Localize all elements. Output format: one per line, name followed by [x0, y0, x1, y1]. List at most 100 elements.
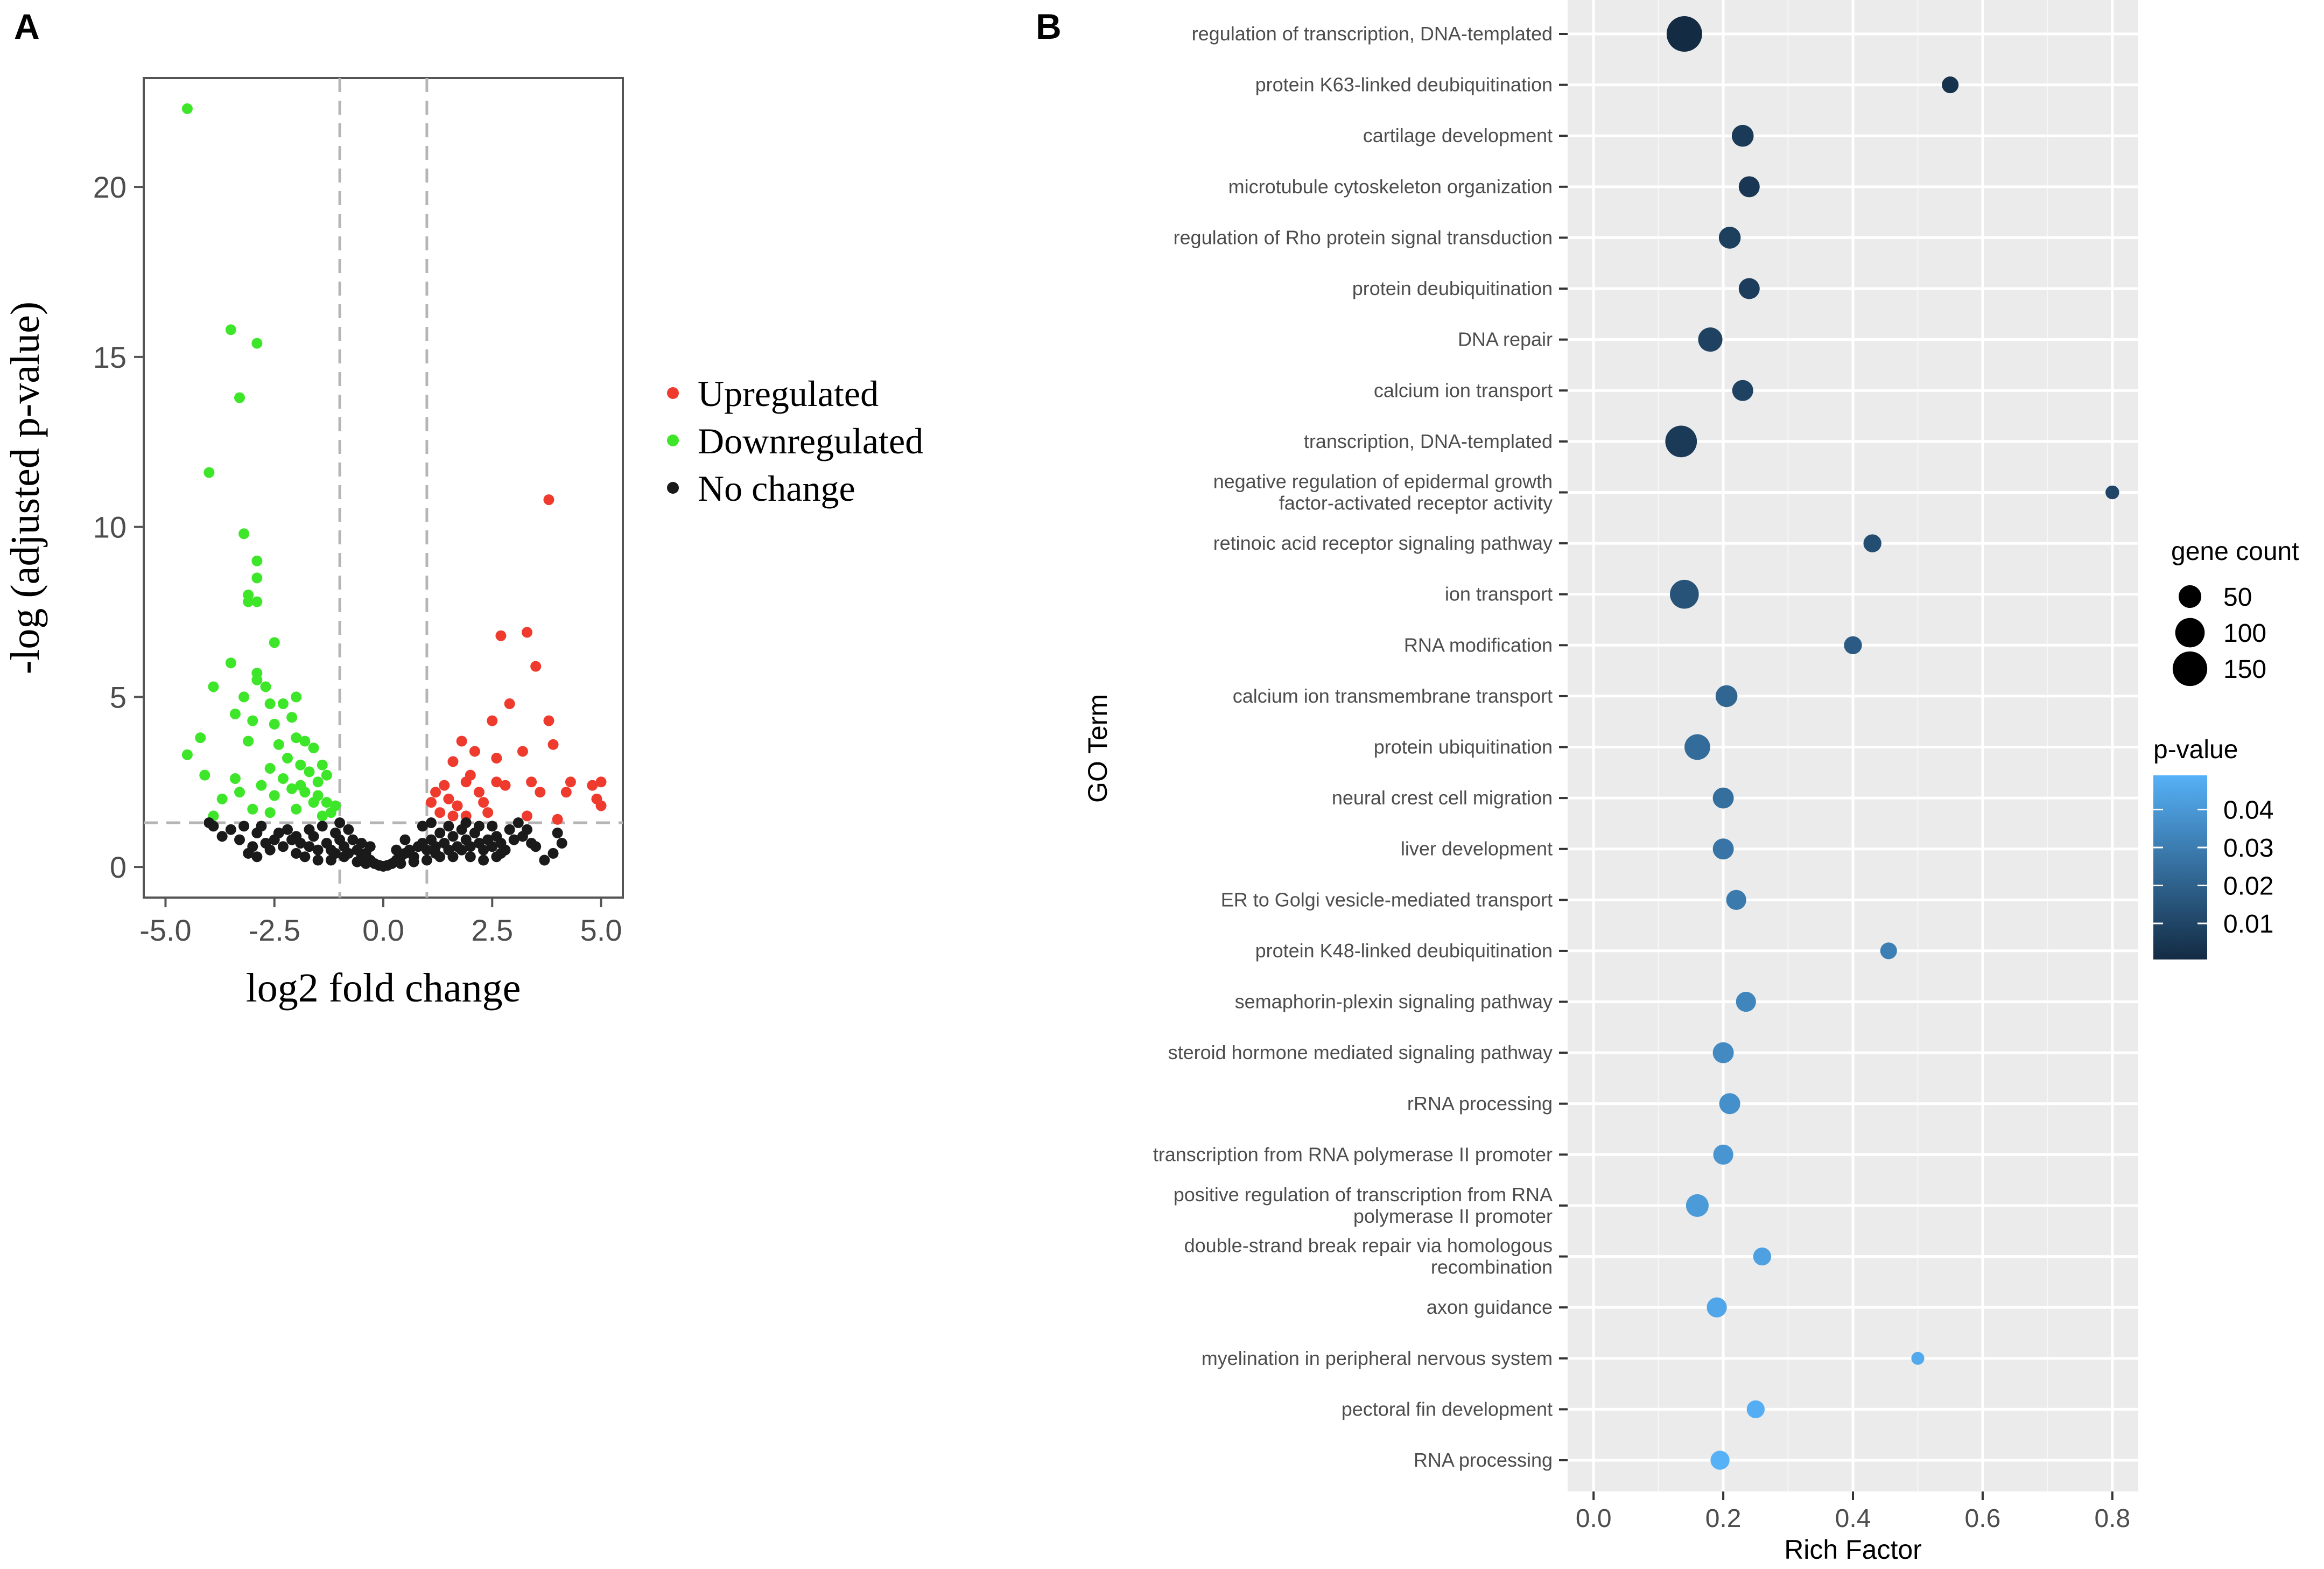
- gene-point: [443, 821, 454, 832]
- go-term-dot: [1710, 1451, 1730, 1470]
- gene-point: [456, 844, 467, 856]
- go-term-label: rRNA processing: [1407, 1092, 1553, 1115]
- go-term-label-line: cartilage development: [1363, 124, 1553, 146]
- go-term-dot: [1666, 16, 1702, 52]
- go-term-label-line: RNA processing: [1414, 1449, 1553, 1471]
- gene-point: [199, 769, 210, 781]
- gene-point: [447, 756, 459, 767]
- gene-point: [269, 790, 280, 801]
- go-term-label: calcium ion transmembrane transport: [1233, 685, 1553, 707]
- go-term-label-line: steroid hormone mediated signaling pathw…: [1168, 1041, 1553, 1063]
- go-term-label: cartilage development: [1363, 124, 1553, 146]
- gene-point: [295, 780, 306, 791]
- gene-point: [260, 681, 271, 692]
- size-legend-label: 150: [2223, 655, 2266, 684]
- gene-point: [269, 637, 280, 648]
- go-term-label-line: DNA repair: [1458, 328, 1553, 351]
- go-term-label: neural crest cell migration: [1332, 787, 1553, 809]
- go-term-label: ion transport: [1445, 583, 1553, 605]
- gene-point: [508, 834, 519, 845]
- gene-point: [543, 715, 554, 726]
- gene-point: [251, 572, 263, 584]
- gene-point: [216, 831, 228, 842]
- x-tick-label: 5.0: [580, 913, 622, 947]
- gene-point: [482, 807, 494, 818]
- gene-point: [264, 763, 276, 774]
- x-axis-title: log2 fold change: [246, 965, 521, 1011]
- gene-point: [308, 743, 319, 754]
- go-term-label: negative regulation of epidermal growth f…: [1213, 470, 1553, 514]
- gene-point: [552, 828, 563, 839]
- gene-point: [556, 837, 567, 849]
- go-term-label-line: protein ubiquitination: [1374, 736, 1553, 758]
- gene-point: [487, 715, 498, 726]
- series-upregulated: [426, 494, 607, 825]
- y-tick-label: 0: [110, 850, 127, 884]
- go-term-dot: [1726, 889, 1746, 910]
- go-term-dot: [1684, 734, 1710, 760]
- gene-point: [251, 851, 263, 863]
- gene-point: [203, 817, 215, 829]
- p-value-legend: p-value 0.01 0.02 0.03 0.04: [2153, 736, 2273, 959]
- gene-point: [452, 800, 463, 811]
- go-term-label-line: protein deubiquitination: [1352, 277, 1553, 299]
- go-term-label-line: pectoral fin development: [1342, 1398, 1553, 1420]
- gene-point: [447, 810, 459, 822]
- x-tick-label: 0.4: [1835, 1504, 1871, 1533]
- panel-a-label: A: [14, 6, 40, 46]
- x-tick-label: 2.5: [471, 913, 513, 947]
- gene-point: [352, 856, 363, 867]
- gene-point: [447, 831, 459, 842]
- x-axis-title: Rich Factor: [1784, 1535, 1922, 1565]
- x-tick-label: 0.0: [1576, 1504, 1612, 1533]
- gene-point: [269, 718, 280, 730]
- gene-point: [238, 691, 250, 703]
- go-term-label: liver development: [1401, 838, 1553, 860]
- gene-point: [273, 828, 284, 839]
- gene-point: [547, 739, 559, 750]
- gene-point: [247, 715, 258, 726]
- gene-point: [478, 844, 489, 856]
- go-term-label-line: double-strand break repair via homologou…: [1184, 1235, 1553, 1257]
- go-term-label: protein ubiquitination: [1374, 736, 1553, 758]
- go-term-label: steroid hormone mediated signaling pathw…: [1168, 1041, 1553, 1063]
- gene-point: [251, 555, 263, 566]
- series-downregulated: [181, 103, 341, 822]
- gene-point: [434, 807, 446, 818]
- gene-point: [421, 854, 432, 866]
- go-term-dot: [1713, 1144, 1733, 1165]
- go-term-label: transcription from RNA polymerase II pro…: [1153, 1143, 1553, 1165]
- go-term-label-line: microtubule cytoskeleton organization: [1228, 176, 1553, 198]
- volcano-plot: -5.0 -2.5 0.0 2.5 5.0 0 5 10 15 20 log2 fold chang…: [3, 77, 923, 1011]
- gene-point: [474, 821, 485, 832]
- gene-point: [430, 787, 441, 798]
- go-term-label: regulation of Rho protein signal transdu…: [1174, 226, 1553, 248]
- x-tick-label: 0.6: [1965, 1504, 2001, 1533]
- go-term-label-line: liver development: [1401, 838, 1553, 860]
- gene-point: [347, 834, 359, 845]
- gene-point: [547, 847, 559, 859]
- gene-point: [256, 821, 267, 832]
- y-axis-title: GO Term: [1083, 694, 1113, 803]
- gene-point: [417, 821, 428, 832]
- gene-point: [504, 824, 515, 835]
- gene-point: [465, 851, 476, 863]
- x-tick-label: -2.5: [248, 913, 300, 947]
- go-term-label-line: polymerase II promoter: [1353, 1205, 1553, 1227]
- gene-point: [251, 596, 263, 607]
- gene-point: [339, 851, 350, 863]
- gene-point: [434, 828, 446, 839]
- go-term-dot: [1686, 1194, 1709, 1217]
- go-term-dot: [1731, 124, 1754, 147]
- gene-point: [181, 103, 193, 114]
- gene-point: [469, 746, 480, 757]
- size-legend-dot: [2172, 651, 2208, 687]
- go-term-label: RNA processing: [1414, 1449, 1553, 1471]
- gene-point: [229, 773, 241, 784]
- go-term-label: protein K63-linked deubiquitination: [1255, 74, 1553, 96]
- go-term-dot: [1718, 227, 1741, 249]
- gene-point: [325, 807, 336, 818]
- legend-swatch: [667, 387, 679, 399]
- go-term-dot: [1712, 787, 1734, 809]
- volcano-legend: Upregulated Downregulated No change: [667, 373, 923, 509]
